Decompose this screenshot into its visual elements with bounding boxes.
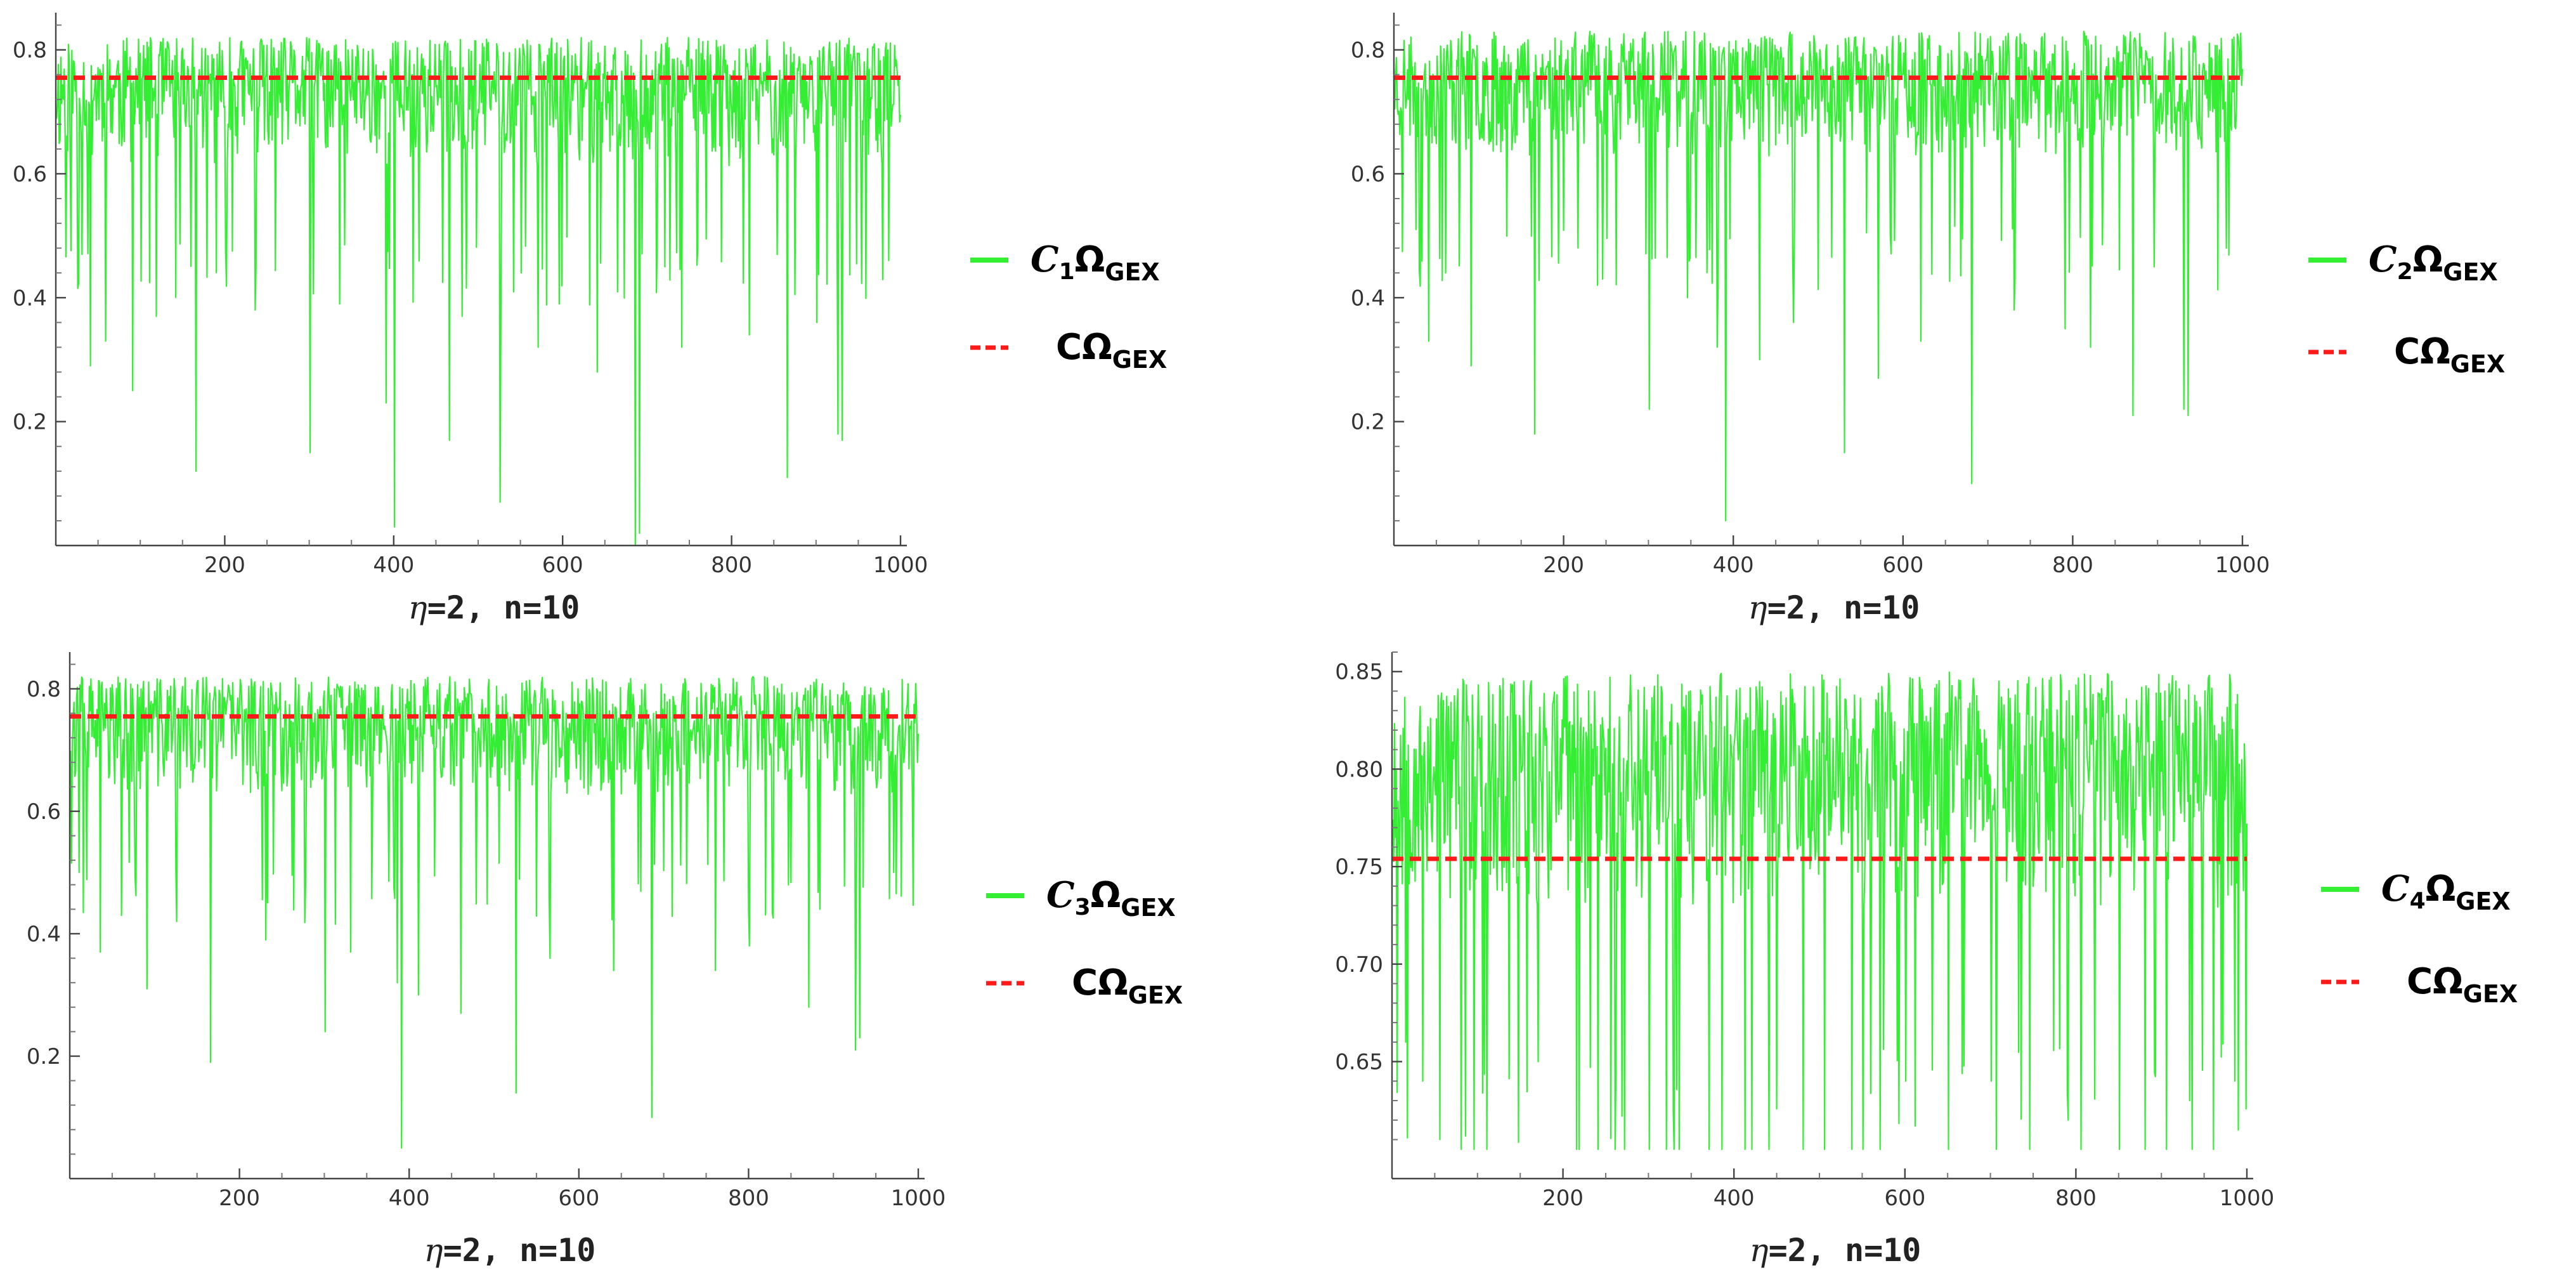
legend-label-series: C3ΩGEX xyxy=(1046,874,1176,922)
y-tick-label: 0.4 xyxy=(13,285,47,311)
x-tick-label: 1000 xyxy=(2220,1186,2275,1211)
series-line-green xyxy=(56,37,902,547)
x-tick-label: 1000 xyxy=(873,553,928,578)
x-tick-label: 400 xyxy=(373,553,414,578)
y-tick-label: 0.2 xyxy=(13,410,47,435)
x-tick-label: 800 xyxy=(728,1186,769,1211)
legend-label-series: C2ΩGEX xyxy=(2369,239,2498,286)
x-axis-label: η=2, n=10 xyxy=(1750,1232,1922,1269)
y-tick-label: 0.85 xyxy=(1335,660,1383,685)
x-tick-label: 800 xyxy=(711,553,752,578)
y-tick-label: 0.8 xyxy=(27,677,61,702)
x-tick-label: 600 xyxy=(1884,1186,1925,1211)
y-tick-label: 0.4 xyxy=(1351,285,1385,311)
y-tick-label: 0.6 xyxy=(27,799,61,825)
series-line-green xyxy=(1392,671,2248,1150)
legend: C1ΩGEX CΩGEX xyxy=(970,239,1167,374)
x-axis-label: η=2, n=10 xyxy=(408,589,580,626)
panel-4: 200 400 600 800 1000 0.65 0.70 0.75 0.80 0.85 η=2,… xyxy=(1335,651,2518,1269)
legend-label-series: C4ΩGEX xyxy=(2381,868,2511,915)
legend-label-reference: CΩGEX xyxy=(2394,331,2505,378)
y-tick-label: 0.8 xyxy=(1351,38,1385,63)
y-tick-label: 0.80 xyxy=(1335,757,1383,782)
x-tick-label: 200 xyxy=(1543,553,1584,578)
x-tick-label: 800 xyxy=(2055,1186,2097,1211)
y-tick-label: 0.4 xyxy=(27,922,61,947)
y-tick-label: 0.2 xyxy=(27,1044,61,1069)
x-axis-label: η=2, n=10 xyxy=(424,1232,596,1269)
y-tick-label: 0.75 xyxy=(1335,854,1383,880)
legend-label-reference: CΩGEX xyxy=(1072,962,1183,1009)
x-tick-label: 400 xyxy=(389,1186,430,1211)
legend-label-series: C1ΩGEX xyxy=(1031,239,1160,286)
y-tick-label: 0.2 xyxy=(1351,410,1385,435)
x-tick-label: 1000 xyxy=(891,1186,946,1211)
x-tick-label: 400 xyxy=(1714,1186,1755,1211)
x-tick-label: 800 xyxy=(2052,553,2093,578)
legend: C3ΩGEX CΩGEX xyxy=(986,874,1183,1009)
series-line-green xyxy=(1394,30,2244,521)
y-tick-label: 0.65 xyxy=(1335,1050,1383,1075)
y-tick-label: 0.6 xyxy=(1351,162,1385,187)
x-tick-label: 200 xyxy=(1542,1186,1584,1211)
legend: C2ΩGEX CΩGEX xyxy=(2308,239,2505,378)
y-tick-label: 0.70 xyxy=(1335,952,1383,978)
y-tick-label: 0.6 xyxy=(13,162,47,187)
x-tick-label: 600 xyxy=(558,1186,599,1211)
x-tick-label: 200 xyxy=(219,1186,260,1211)
panel-3: 200 400 600 800 1000 0.2 0.4 0.6 0.8 η=2, n=10 C3Ω… xyxy=(27,652,1183,1269)
series-line-green xyxy=(70,676,920,1149)
x-tick-label: 600 xyxy=(1882,553,1923,578)
panel-1: 200 400 600 800 1000 0.2 0.4 0.6 0.8 η=2, n=10 C1Ω… xyxy=(13,13,1167,626)
x-tick-label: 400 xyxy=(1713,553,1754,578)
legend: C4ΩGEX CΩGEX xyxy=(2321,868,2518,1008)
legend-label-reference: CΩGEX xyxy=(1056,327,1167,374)
x-tick-label: 600 xyxy=(542,553,583,578)
legend-label-reference: CΩGEX xyxy=(2407,961,2518,1008)
x-tick-label: 200 xyxy=(204,553,245,578)
x-axis-label: η=2, n=10 xyxy=(1748,589,1920,626)
y-tick-label: 0.8 xyxy=(13,38,47,63)
x-tick-label: 1000 xyxy=(2215,553,2270,578)
panels: 200 400 600 800 1000 0.2 0.4 0.6 0.8 η=2, n=10 C1Ω… xyxy=(13,13,2518,1269)
panel-2: 200 400 600 800 1000 0.2 0.4 0.6 0.8 η=2, n=10 C2Ω… xyxy=(1351,13,2505,626)
